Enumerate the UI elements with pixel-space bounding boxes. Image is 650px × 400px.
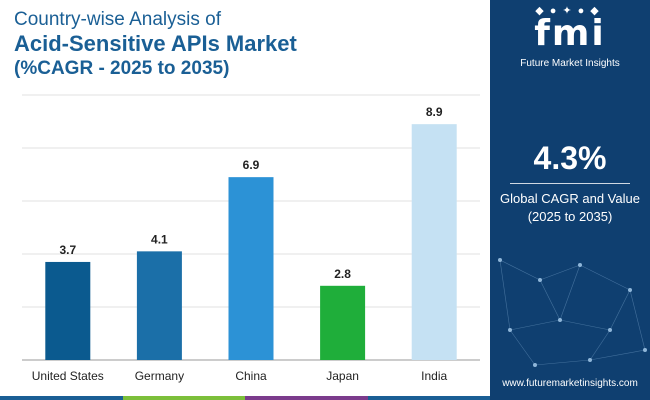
global-cagr-label-line-2: (2025 to 2035) [527,209,613,224]
bottom-bar-segment [122,396,245,400]
x-tick-label: Germany [135,369,184,383]
bar-india [411,124,457,361]
logo-subtitle: Future Market Insights [520,58,620,69]
data-label: 3.7 [59,243,76,257]
chart-subtitle: (%CAGR - 2025 to 2035) [14,58,230,79]
chart-title-block: Country-wise Analysis of Acid-Sensitive … [14,8,484,80]
info-panel: ◆●✦●◆ fmi Future Market Insights 4.3% Gl… [490,0,650,400]
bottom-bar-segment [245,396,368,400]
global-cagr-label-line-1: Global CAGR and Value [500,191,640,206]
data-label: 6.9 [243,158,260,172]
data-label: 8.9 [426,105,443,119]
stat-divider [510,183,630,184]
chart-title-line-2: Acid-Sensitive APIs Market [14,31,297,56]
data-label: 2.8 [334,267,351,281]
bar-united-states [45,261,91,360]
x-tick-label: United States [32,369,104,383]
bar-japan [320,285,366,360]
logo-text: fmi [534,13,606,54]
network-graphic [498,258,647,367]
x-tick-label: Japan [326,369,359,383]
bottom-bar-segment [0,396,123,400]
bar-china [228,177,274,360]
bottom-bar-segment [367,396,490,400]
fmi-logo: ◆●✦●◆ fmi Future Market Insights [490,0,650,76]
logo-icons: ◆●✦●◆ [535,5,605,17]
website-link[interactable]: www.futuremarketinsights.com [502,378,638,389]
data-label: 4.1 [151,232,168,246]
x-tick-label: India [421,369,447,383]
bar-germany [136,251,182,360]
chart-title-line-1: Country-wise Analysis of [14,9,221,30]
x-tick-label: China [235,369,267,383]
global-cagr-value: 4.3% [533,140,607,176]
bottom-color-bar [0,396,490,400]
bar-chart: 3.7 United States 4.1 Germany 6.9 China 2.8 Jap… [22,94,480,383]
global-cagr-label: Global CAGR and Value (2025 to 2035) [490,190,650,226]
